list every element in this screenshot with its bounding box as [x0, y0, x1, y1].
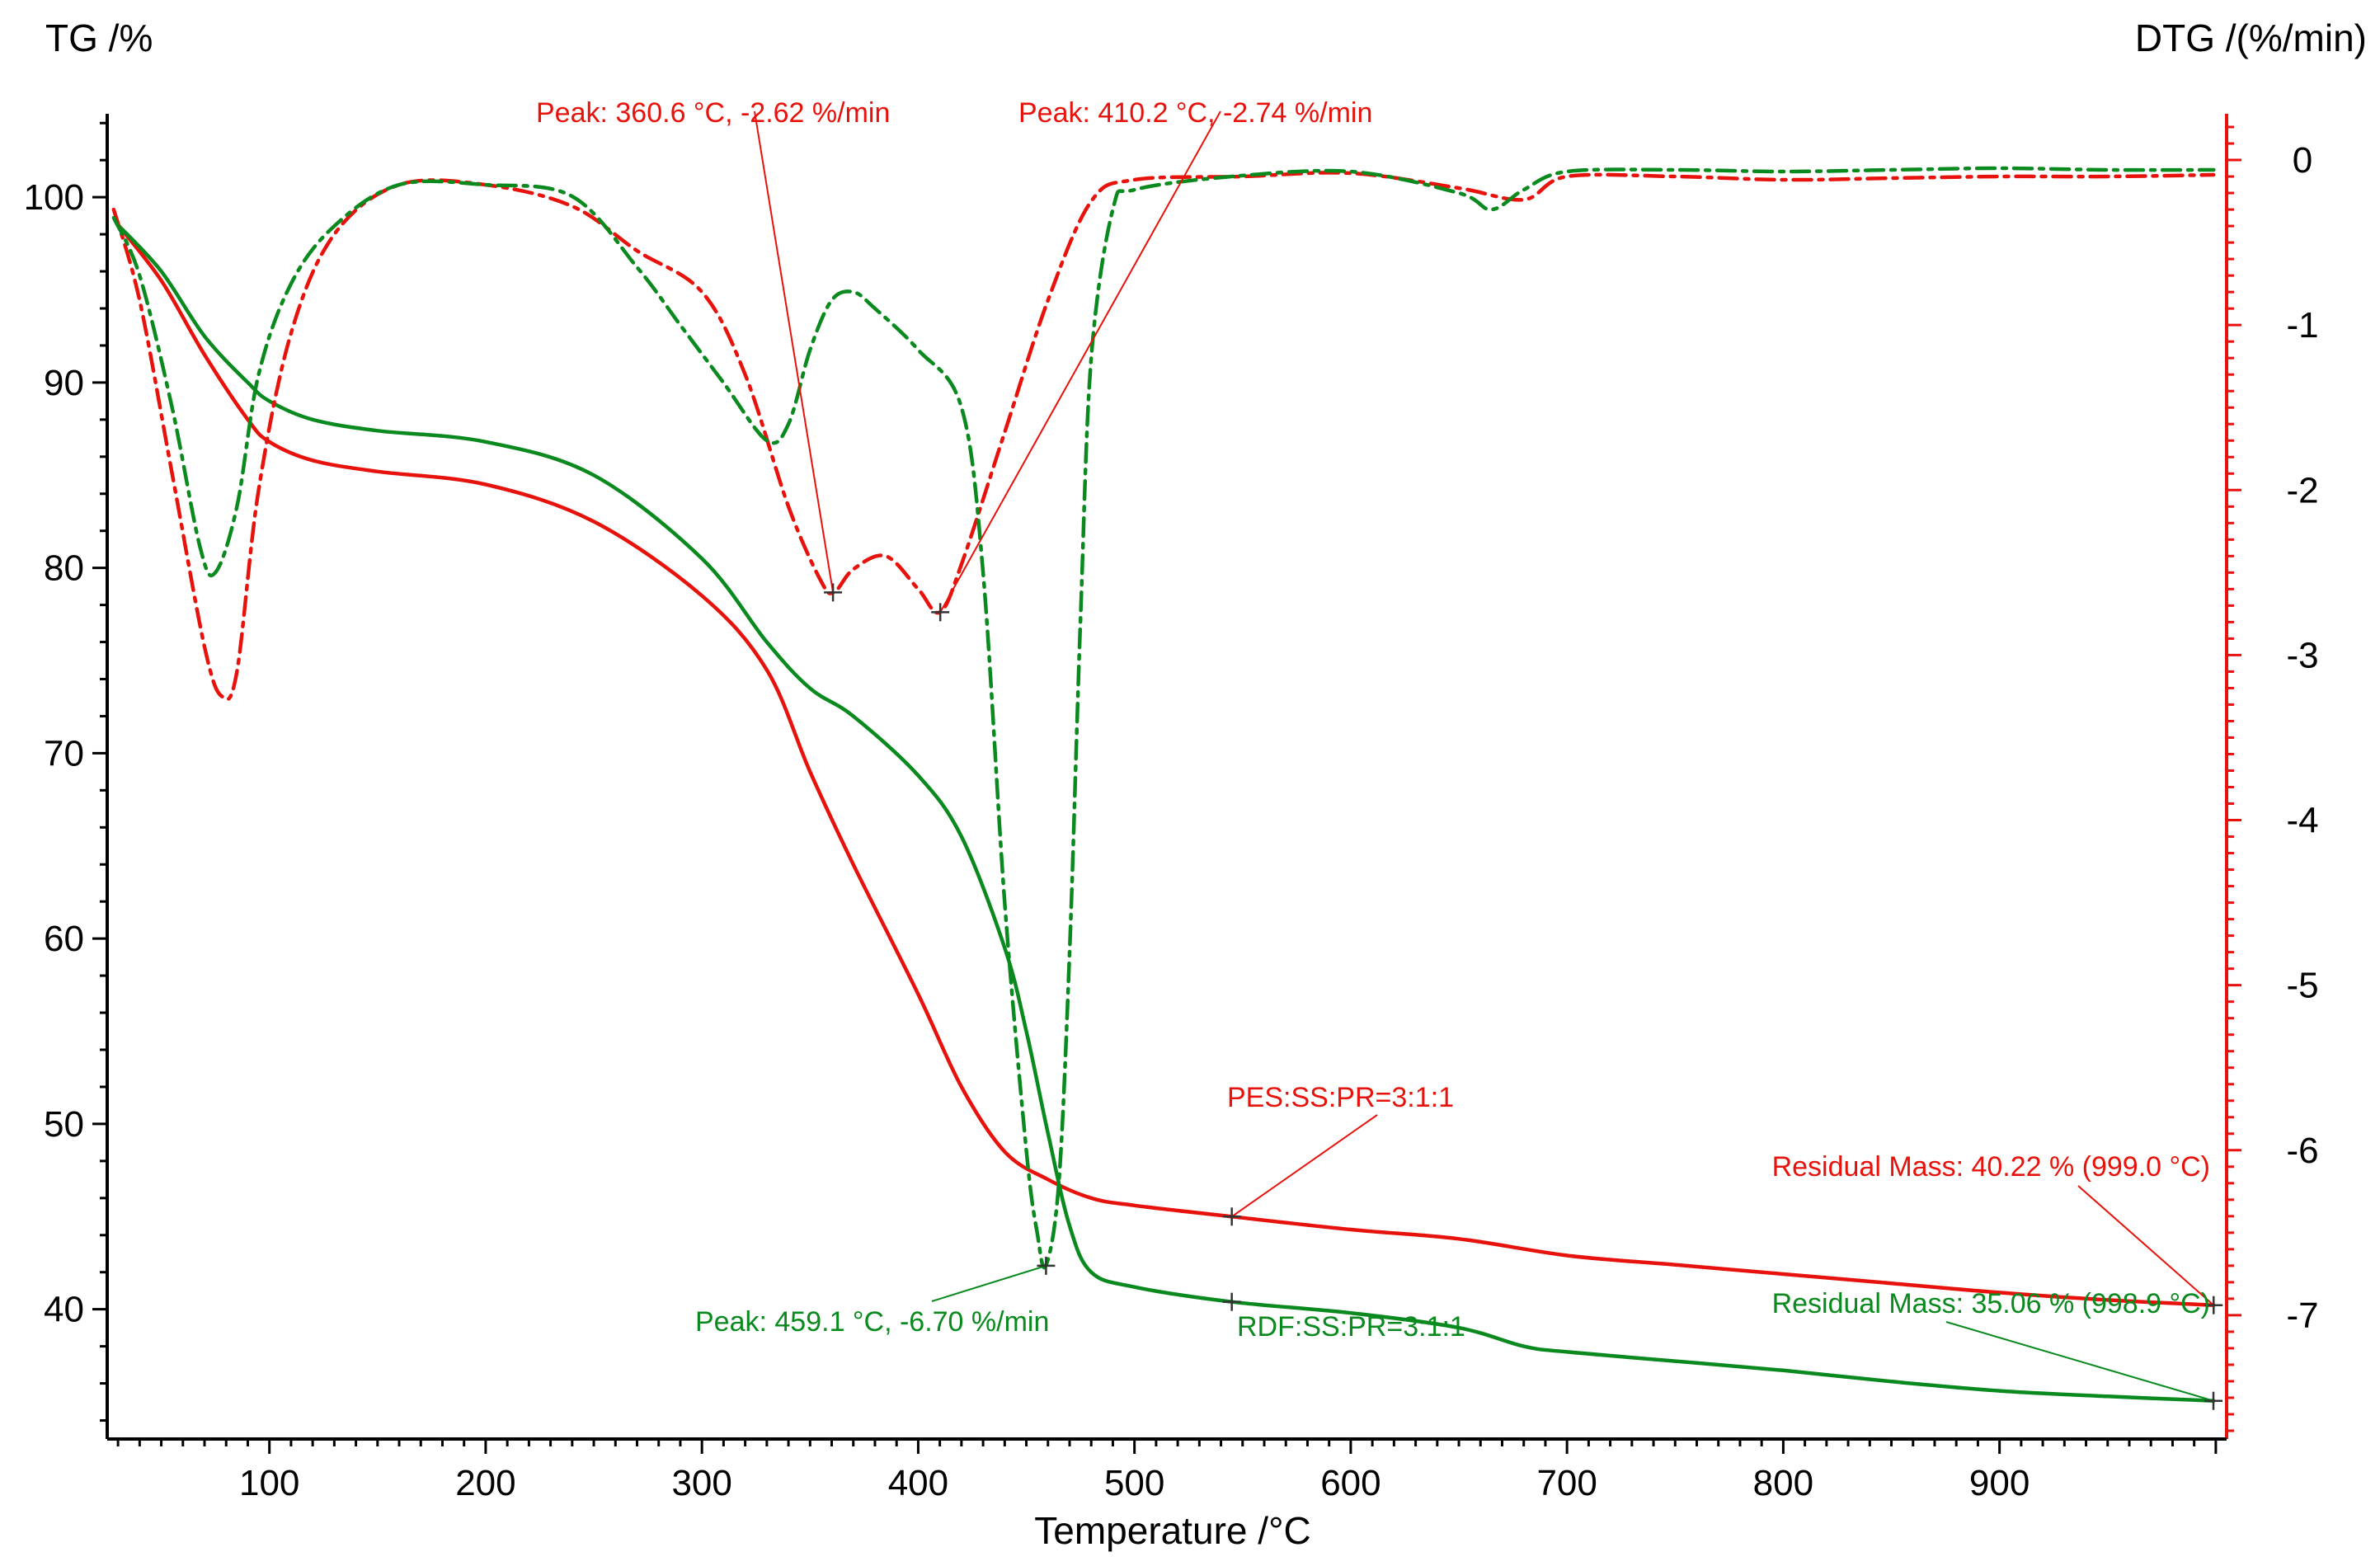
annotation-leader: [2077, 1185, 2214, 1306]
annotation-leader: [754, 111, 835, 593]
annotations-group: Peak: 360.6 °C, -2.62 %/min Peak: 410.2 °…: [536, 97, 2223, 1410]
axes-group: [106, 114, 2228, 1441]
x-axis-title: Temperature /°C: [1034, 1509, 1310, 1552]
right-y-tick-label: -1: [2286, 305, 2318, 346]
x-tick-label: 900: [1969, 1463, 2030, 1503]
right-y-tick-label: -3: [2286, 635, 2318, 675]
x-tick-label: 800: [1753, 1463, 1813, 1503]
curves-group: [111, 166, 2216, 1403]
annotation-label: Peak: 410.2 °C, -2.74 %/min: [1018, 97, 1372, 129]
right-y-tick-label: 0: [2293, 140, 2312, 181]
series-line-tg-rdf-ss-pr-3-1-1: [115, 223, 2216, 1403]
right-y-tick-label: -6: [2286, 1131, 2318, 1171]
annotation-label: RDF:SS:PR=3:1:1: [1237, 1311, 1465, 1343]
annotation-label: Residual Mass: 35.06 % (998.9 °C): [1772, 1288, 2210, 1319]
annotation-leader: [1945, 1321, 2214, 1402]
right-axis-title: DTG /(%/min): [2135, 16, 2367, 59]
annotation-leader: [939, 111, 1221, 613]
x-tick-label: 500: [1104, 1463, 1164, 1503]
right-y-tick-label: -4: [2286, 801, 2318, 841]
annotation-label: Peak: 459.1 °C, -6.70 %/min: [695, 1306, 1049, 1338]
annotation-leader: [931, 1264, 1047, 1302]
right-y-tick-label: -2: [2286, 470, 2318, 510]
left-y-tick-label: 70: [44, 733, 84, 774]
left-y-tick-label: 100: [24, 177, 84, 218]
left-y-tick-label: 40: [44, 1290, 84, 1330]
right-y-tick-label: -7: [2286, 1296, 2318, 1336]
ticks-group: 100 200 300 400 500 600 700 800 900 40 50 60 70 80 90 1…: [24, 121, 2319, 1503]
right-y-tick-label: -5: [2286, 966, 2318, 1006]
annotation-label: Peak: 360.6 °C, -2.62 %/min: [536, 97, 890, 129]
x-tick-label: 400: [888, 1463, 948, 1503]
series-line-tg-pes-ss-pr-3-1-1: [115, 223, 2216, 1307]
series-line-dtg-pes-ss-pr-3-1-1: [111, 171, 2216, 702]
annotation-label: PES:SS:PR=3:1:1: [1227, 1082, 1454, 1113]
x-tick-label: 200: [455, 1463, 515, 1503]
x-tick-label: 100: [239, 1463, 299, 1503]
x-tick-label: 700: [1536, 1463, 1597, 1503]
series-line-dtg-rdf-ss-pr-3-1-1: [111, 166, 2216, 1270]
left-y-tick-label: 50: [44, 1104, 84, 1145]
annotation-leader: [1231, 1114, 1378, 1218]
x-tick-label: 300: [671, 1463, 731, 1503]
left-y-tick-label: 80: [44, 548, 84, 589]
left-y-tick-label: 60: [44, 919, 84, 959]
annotation-leader: [1231, 1300, 1370, 1315]
x-tick-label: 600: [1320, 1463, 1380, 1503]
left-axis-title: TG /%: [45, 16, 153, 59]
annotation-label: Residual Mass: 40.22 % (999.0 °C): [1772, 1151, 2210, 1183]
left-y-tick-label: 90: [44, 363, 84, 403]
